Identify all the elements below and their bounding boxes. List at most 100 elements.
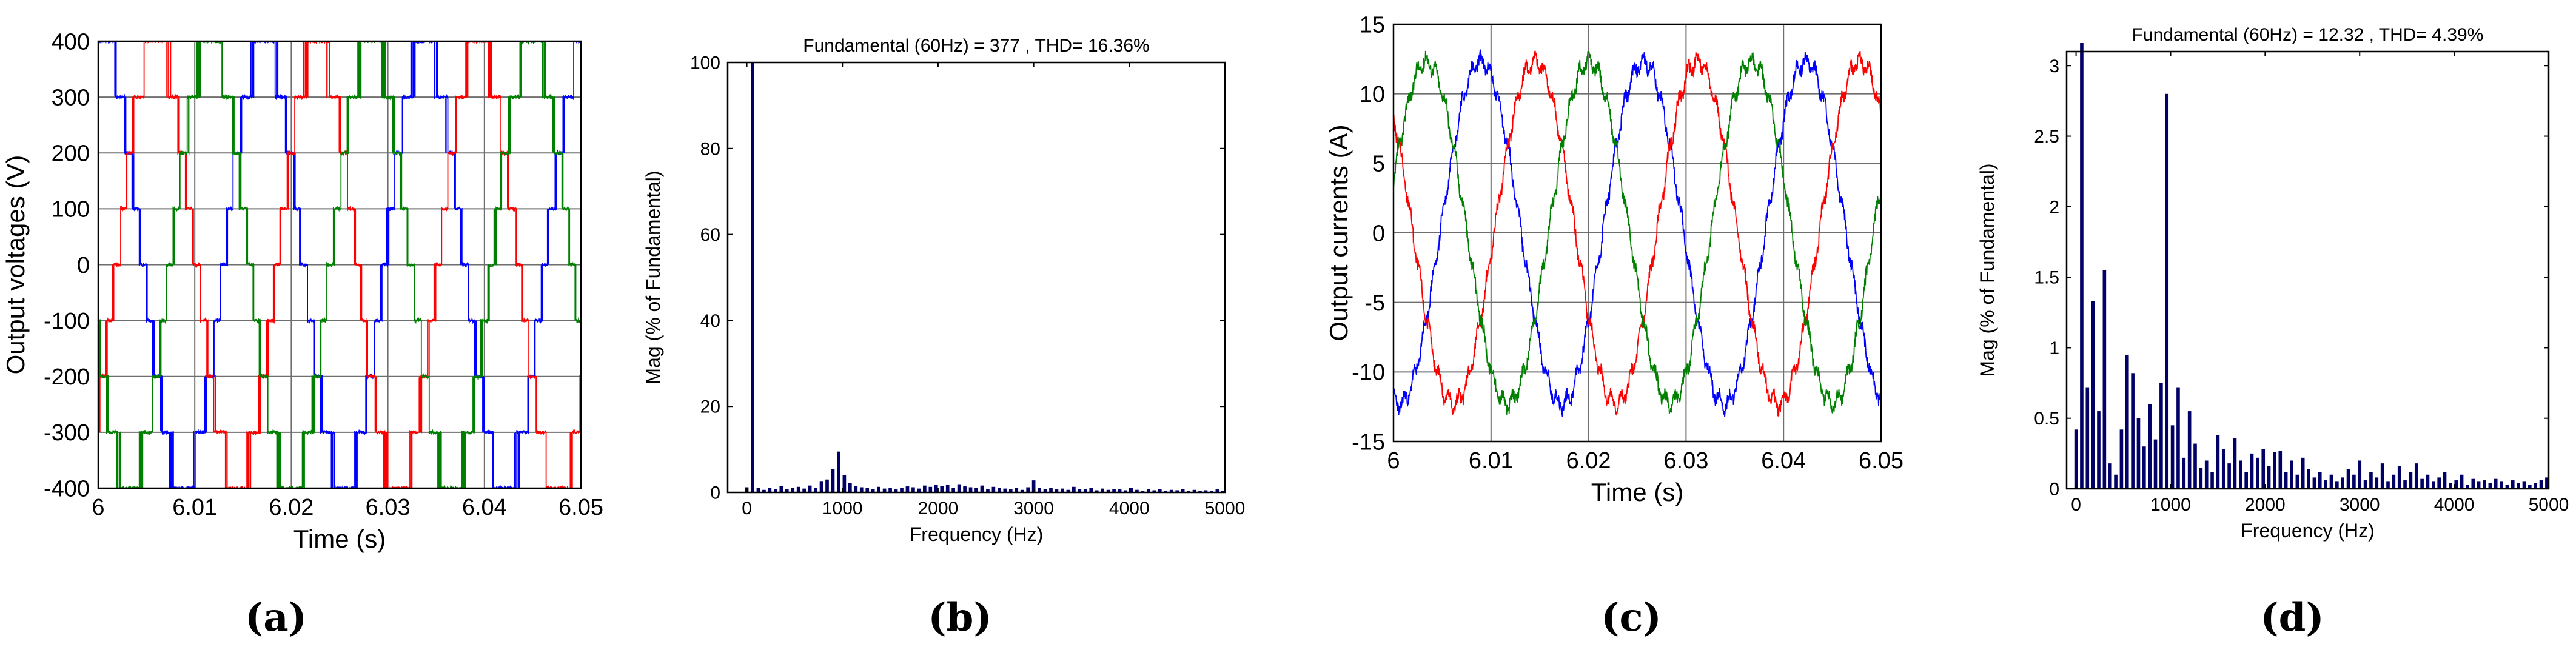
bar	[2352, 474, 2356, 489]
bar	[968, 487, 973, 492]
bar	[2511, 480, 2515, 489]
y-tick-label: -300	[44, 420, 90, 446]
bar	[2386, 481, 2390, 489]
bar	[894, 489, 898, 492]
y-tick-label: 80	[700, 139, 720, 159]
x-tick-label: 6.03	[366, 495, 411, 520]
bar	[2131, 373, 2135, 489]
bar	[2324, 480, 2327, 489]
panel-b-voltage-spectrum: 0 1000 2000 3000 4000 5000 0 20 40 60 80 100 Frequen…	[642, 36, 1245, 640]
bar	[819, 481, 823, 492]
bar	[1101, 488, 1104, 492]
bar	[2193, 443, 2197, 489]
x-tick-label: 6	[92, 495, 104, 520]
bar	[2165, 93, 2169, 489]
bar	[2420, 478, 2424, 489]
bar	[2182, 457, 2186, 489]
x-tick-label: 6.04	[462, 495, 507, 520]
x-tick-label: 1000	[822, 498, 863, 518]
bar	[1129, 488, 1133, 492]
x-tick-label: 6	[1387, 448, 1400, 474]
y-tick-label: 300	[52, 85, 90, 110]
bar	[2534, 483, 2537, 489]
plot-area	[2067, 52, 2549, 489]
bar	[1152, 490, 1156, 492]
bar	[1083, 489, 1087, 492]
bar	[1072, 486, 1076, 492]
bar	[2477, 481, 2481, 489]
x-tick-label: 0	[2071, 495, 2081, 515]
bar	[1215, 489, 1219, 492]
bar	[2227, 463, 2231, 489]
bar	[2329, 474, 2333, 489]
y-tick-label: 0	[710, 483, 720, 503]
y-axis-label: Output voltages (V)	[1, 155, 30, 375]
bar	[1003, 488, 1007, 492]
bar	[2403, 480, 2407, 489]
bar	[2363, 480, 2367, 489]
x-tick-label: 3000	[2340, 495, 2380, 515]
bar	[2471, 478, 2475, 489]
y-axis-label: Mag (% of Fundamental)	[642, 170, 664, 384]
y-tick-label: 15	[1360, 12, 1385, 38]
bar	[1124, 490, 1127, 492]
bar	[2250, 453, 2254, 489]
panel-c-current-waveforms: 6 6.01 6.02 6.03 6.04 6.05 -15 -10 -5 0 5 10 15 Time …	[1324, 12, 1903, 640]
bar	[2199, 468, 2203, 489]
bar	[837, 451, 840, 492]
plot-frame	[1392, 23, 1882, 443]
bar	[1026, 487, 1030, 492]
x-tick-label: 6.02	[1566, 448, 1611, 474]
series-line-phase-B	[1394, 50, 1881, 417]
plot-frame	[97, 40, 582, 489]
bar	[2290, 460, 2293, 489]
y-tick-label: 60	[700, 225, 720, 245]
bar	[2216, 435, 2220, 489]
bar	[1049, 488, 1053, 492]
x-tick-label: 6.03	[1663, 448, 1708, 474]
bar	[2335, 481, 2339, 489]
series-line-phase-A	[1394, 49, 1881, 417]
bar	[2091, 301, 2095, 489]
bar	[751, 62, 754, 492]
bar	[1112, 489, 1116, 492]
x-tick-label: 6.05	[558, 495, 603, 520]
bar	[2273, 452, 2276, 489]
bar	[814, 488, 817, 492]
bar	[945, 485, 950, 492]
y-tick-label: 40	[700, 311, 720, 331]
bar	[928, 486, 933, 492]
panel-d-current-spectrum: 0 1000 2000 3000 4000 5000 0 0.5 1 1.5 2 2.5 3 Freque…	[1976, 25, 2569, 640]
bar	[854, 486, 858, 492]
chart-title: Fundamental (60Hz) = 12.32 , THD= 4.39%	[2132, 25, 2484, 45]
bar	[2239, 460, 2242, 489]
bar	[1055, 489, 1059, 492]
bar	[2380, 463, 2384, 489]
bar	[808, 485, 812, 492]
bar	[842, 475, 847, 492]
bar	[934, 485, 938, 492]
y-tick-label: 0.5	[2034, 409, 2059, 429]
bar	[1181, 489, 1185, 492]
bar	[917, 488, 921, 492]
bar	[2505, 485, 2509, 489]
bar	[2466, 485, 2469, 489]
x-tick-label: 6.01	[1469, 448, 1514, 474]
bar	[2437, 477, 2441, 489]
subfigure-caption: (c)	[1601, 595, 1662, 640]
series-line-phase-C	[98, 41, 581, 488]
bar	[877, 486, 880, 492]
y-tick-label: 2.5	[2034, 127, 2059, 147]
bar	[1031, 480, 1036, 492]
bar	[2539, 480, 2543, 489]
bar	[1192, 489, 1196, 492]
bar	[2500, 481, 2503, 489]
bar	[2102, 270, 2107, 489]
bar	[2488, 483, 2492, 489]
x-tick-label: 5000	[1205, 498, 1246, 518]
bar	[2142, 446, 2146, 489]
bar	[2369, 472, 2373, 489]
bar	[1038, 488, 1041, 492]
y-tick-label: -10	[1352, 360, 1385, 386]
